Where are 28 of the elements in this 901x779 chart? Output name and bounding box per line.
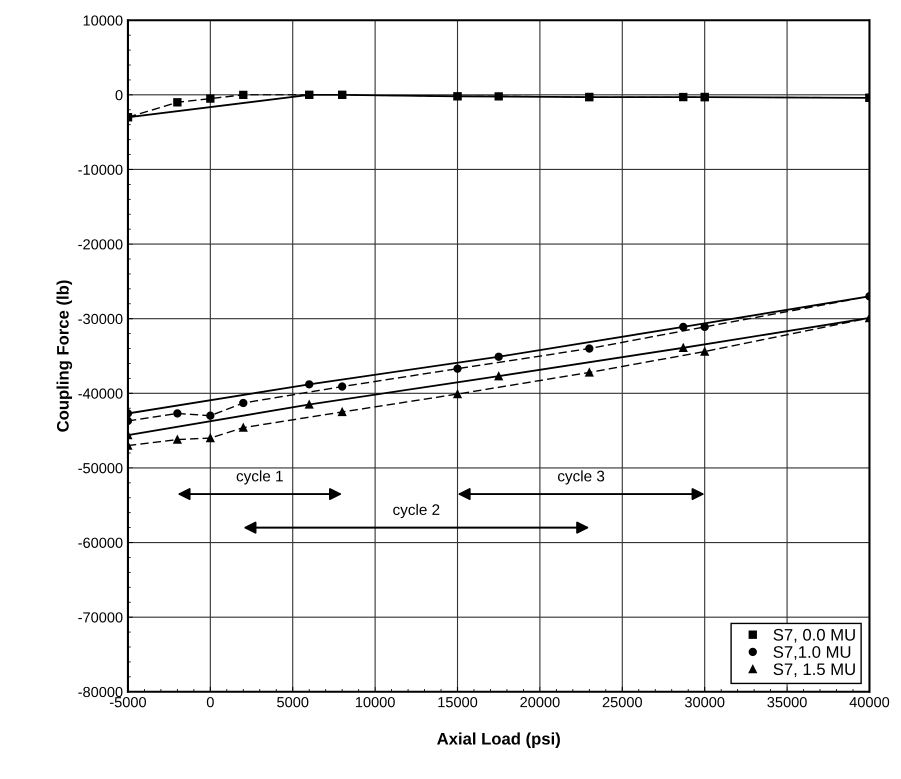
- x-tick-label: 35000: [767, 697, 807, 708]
- legend-label: S7, 0.0 MU: [774, 628, 855, 643]
- x-tick-label: 40000: [850, 697, 890, 708]
- y-tick-label: -80000: [78, 686, 123, 698]
- x-tick-label: -5000: [110, 697, 146, 708]
- x-tick-label: 0: [206, 697, 214, 708]
- legend-label: S7,1.0 MU: [774, 646, 850, 660]
- y-tick-label: -60000: [78, 538, 123, 548]
- y-tick-label: 10000: [84, 15, 123, 26]
- x-tick-label: 10000: [356, 697, 395, 708]
- y-tick-label: 0: [116, 90, 123, 100]
- legend-label: S7, 1.5 MU: [774, 663, 855, 678]
- x-axis-title: Axial Load (psi): [437, 732, 560, 748]
- y-tick-label: -40000: [78, 388, 123, 399]
- x-tick-label: 15000: [438, 697, 478, 708]
- x-tick-label: 20000: [520, 697, 560, 708]
- y-tick-label: -30000: [78, 314, 123, 324]
- y-tick-label: -20000: [78, 239, 123, 250]
- x-tick-label: 5000: [277, 697, 308, 708]
- annotation: cycle 2: [393, 504, 440, 518]
- x-tick-label: 30000: [684, 697, 724, 708]
- x-tick-label: 25000: [602, 697, 642, 708]
- annotation: cycle 1: [236, 470, 283, 485]
- y-tick-label: -50000: [78, 463, 123, 474]
- y-tick-label: -10000: [78, 164, 123, 175]
- y-axis-title: Coupling Force (lb): [56, 280, 72, 432]
- y-tick-label: -70000: [78, 612, 123, 623]
- annotation: cycle 3: [558, 470, 604, 485]
